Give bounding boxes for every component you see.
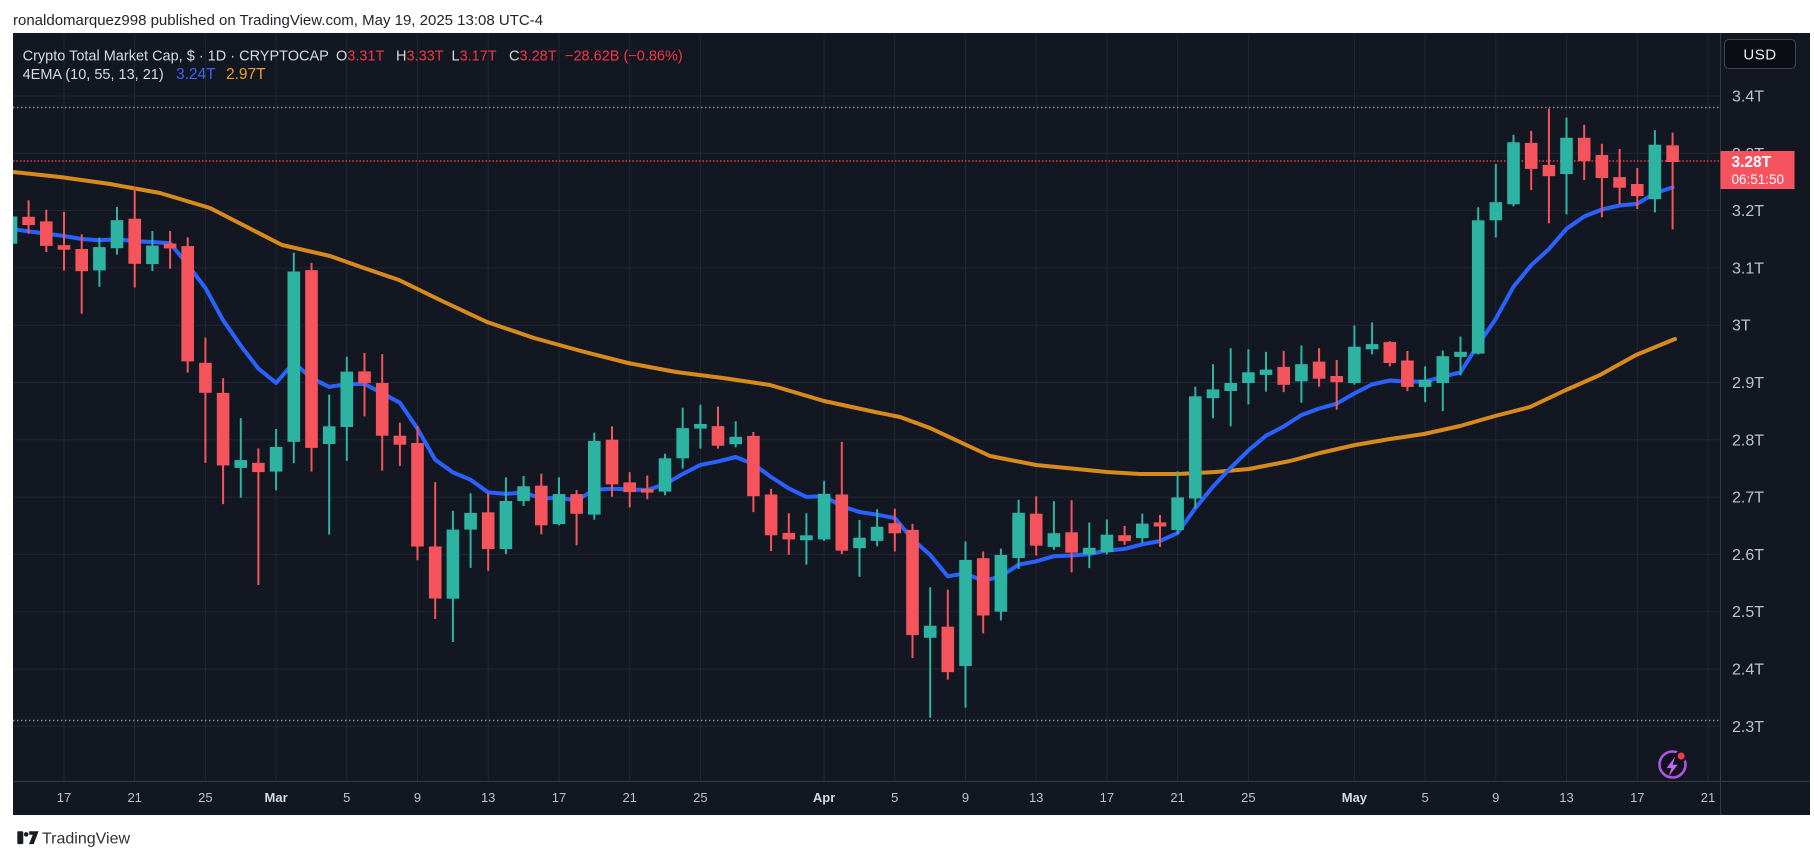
- svg-text:May: May: [1342, 790, 1368, 805]
- svg-text:TradingView: TradingView: [42, 831, 130, 848]
- svg-text:3.1T: 3.1T: [1732, 260, 1764, 277]
- svg-text:2.7T: 2.7T: [1732, 490, 1764, 507]
- svg-text:17: 17: [1630, 790, 1644, 805]
- svg-text:2.6T: 2.6T: [1732, 547, 1764, 564]
- svg-text:9: 9: [962, 790, 969, 805]
- svg-text:13: 13: [1559, 790, 1573, 805]
- svg-text:Apr: Apr: [813, 790, 835, 805]
- svg-text:2.3T: 2.3T: [1732, 719, 1764, 736]
- svg-text:Mar: Mar: [265, 790, 288, 805]
- svg-text:2.5T: 2.5T: [1732, 604, 1764, 621]
- svg-text:ronaldomarquez998 published on: ronaldomarquez998 published on TradingVi…: [13, 12, 543, 29]
- svg-text:13: 13: [1029, 790, 1043, 805]
- svg-text:3.4T: 3.4T: [1732, 89, 1764, 106]
- svg-text:2.9T: 2.9T: [1732, 375, 1764, 392]
- svg-text:2.4T: 2.4T: [1732, 662, 1764, 679]
- svg-text:06:51:50: 06:51:50: [1732, 172, 1785, 187]
- svg-text:9: 9: [1492, 790, 1499, 805]
- svg-text:21: 21: [622, 790, 636, 805]
- svg-text:USD: USD: [1743, 47, 1776, 64]
- svg-text:17: 17: [1100, 790, 1114, 805]
- svg-text:25: 25: [693, 790, 707, 805]
- svg-text:Crypto Total Market Cap, $ · 1: Crypto Total Market Cap, $ · 1D · CRYPTO…: [23, 49, 683, 65]
- svg-text:25: 25: [1241, 790, 1255, 805]
- svg-text:3.28T: 3.28T: [1732, 154, 1772, 171]
- svg-text:21: 21: [127, 790, 141, 805]
- svg-text:13: 13: [481, 790, 495, 805]
- svg-text:17: 17: [552, 790, 566, 805]
- svg-text:5: 5: [891, 790, 898, 805]
- svg-text:4EMA (10, 55, 13, 21): 4EMA (10, 55, 13, 21): [23, 67, 164, 83]
- svg-text:3.24T: 3.24T: [176, 66, 216, 83]
- svg-text:2.8T: 2.8T: [1732, 432, 1764, 449]
- svg-text:9: 9: [414, 790, 421, 805]
- svg-text:5: 5: [1421, 790, 1428, 805]
- svg-text:21: 21: [1170, 790, 1184, 805]
- svg-text:3T: 3T: [1732, 318, 1751, 335]
- svg-text:17: 17: [57, 790, 71, 805]
- svg-text:2.97T: 2.97T: [226, 66, 266, 83]
- svg-text:5: 5: [343, 790, 350, 805]
- svg-text:21: 21: [1701, 790, 1715, 805]
- svg-text:25: 25: [198, 790, 212, 805]
- svg-text:3.2T: 3.2T: [1732, 203, 1764, 220]
